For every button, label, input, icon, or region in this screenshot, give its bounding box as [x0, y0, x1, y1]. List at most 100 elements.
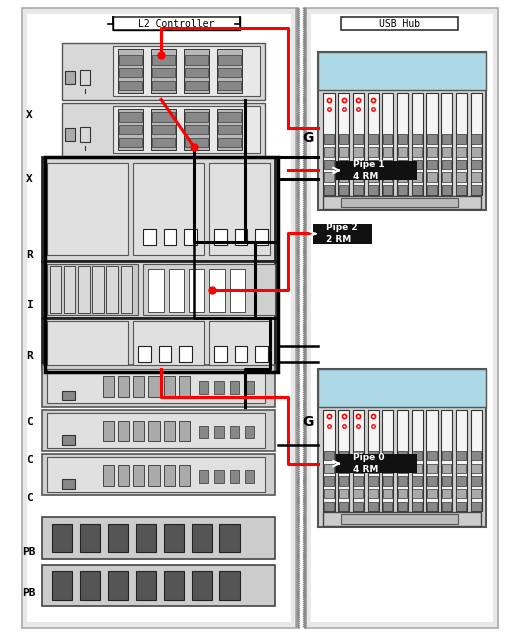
Bar — [397, 134, 406, 144]
Bar — [367, 93, 378, 195]
Bar — [217, 81, 241, 90]
Bar — [42, 318, 275, 369]
Bar — [353, 476, 362, 486]
Bar — [456, 464, 465, 473]
Bar — [47, 369, 265, 403]
Bar — [382, 172, 392, 182]
Bar — [470, 476, 480, 486]
Bar — [341, 515, 457, 524]
Bar — [184, 109, 209, 150]
Bar — [456, 172, 465, 182]
Bar — [426, 93, 437, 195]
Text: Pipe 0
4 RM: Pipe 0 4 RM — [352, 453, 384, 474]
Bar — [426, 147, 436, 156]
Bar — [352, 410, 363, 511]
Bar — [441, 172, 450, 182]
Bar — [337, 93, 349, 195]
Bar — [217, 112, 241, 121]
Bar — [138, 347, 151, 363]
Bar — [470, 134, 480, 144]
Bar — [323, 502, 333, 511]
Bar — [229, 268, 244, 312]
Bar — [411, 410, 422, 511]
Bar — [397, 185, 406, 195]
Bar — [367, 410, 378, 511]
Bar — [382, 147, 392, 156]
Bar — [411, 160, 421, 169]
Bar — [338, 185, 348, 195]
Bar — [179, 420, 190, 441]
Bar — [441, 502, 450, 511]
Bar — [103, 377, 114, 397]
Bar — [118, 420, 129, 441]
Bar — [133, 465, 144, 486]
Bar — [367, 160, 377, 169]
Bar — [411, 464, 421, 473]
Bar — [441, 134, 450, 144]
Bar — [118, 465, 129, 486]
Bar — [185, 125, 208, 134]
Bar — [353, 147, 362, 156]
Bar — [185, 112, 208, 121]
Bar — [470, 464, 480, 473]
Bar — [80, 127, 90, 142]
Bar — [62, 43, 265, 100]
Bar — [353, 451, 362, 460]
Bar — [338, 464, 348, 473]
Text: C: C — [26, 417, 33, 427]
Bar — [367, 172, 377, 182]
Bar — [335, 161, 416, 180]
Bar — [108, 524, 128, 552]
Bar — [209, 163, 270, 254]
Bar — [254, 230, 267, 245]
Bar — [22, 8, 295, 628]
Bar — [411, 134, 421, 144]
Bar — [118, 49, 143, 93]
Bar — [411, 476, 421, 486]
Bar — [353, 489, 362, 499]
Text: X: X — [26, 111, 33, 120]
Bar — [397, 147, 406, 156]
Bar — [323, 134, 333, 144]
Bar — [92, 266, 104, 313]
Bar — [191, 571, 211, 600]
Bar — [80, 571, 100, 600]
Bar — [168, 268, 184, 312]
Bar — [441, 464, 450, 473]
Bar — [47, 321, 128, 366]
Bar — [234, 230, 247, 245]
Bar — [313, 225, 371, 244]
Bar — [426, 160, 436, 169]
Bar — [214, 230, 227, 245]
Bar — [152, 125, 175, 134]
Bar — [323, 410, 334, 511]
Bar — [217, 137, 241, 147]
Bar — [65, 71, 75, 84]
Bar — [426, 476, 436, 486]
Bar — [338, 489, 348, 499]
Bar — [397, 502, 406, 511]
Bar — [456, 502, 465, 511]
Bar — [353, 464, 362, 473]
Bar — [113, 17, 239, 30]
Bar — [185, 81, 208, 90]
Bar — [470, 172, 480, 182]
Bar — [305, 8, 497, 628]
Bar — [318, 52, 485, 211]
Bar — [199, 382, 208, 394]
Bar — [335, 454, 416, 473]
Bar — [382, 502, 392, 511]
Bar — [441, 451, 450, 460]
Bar — [103, 420, 114, 441]
Text: Pipe 2
2 RM: Pipe 2 2 RM — [325, 223, 357, 244]
Bar — [42, 410, 275, 451]
Bar — [367, 464, 377, 473]
Bar — [470, 489, 480, 499]
Bar — [113, 46, 260, 97]
Bar — [323, 172, 333, 182]
Bar — [151, 49, 176, 93]
Bar — [338, 134, 348, 144]
Bar — [426, 502, 436, 511]
Bar — [426, 410, 437, 511]
Bar — [323, 147, 333, 156]
